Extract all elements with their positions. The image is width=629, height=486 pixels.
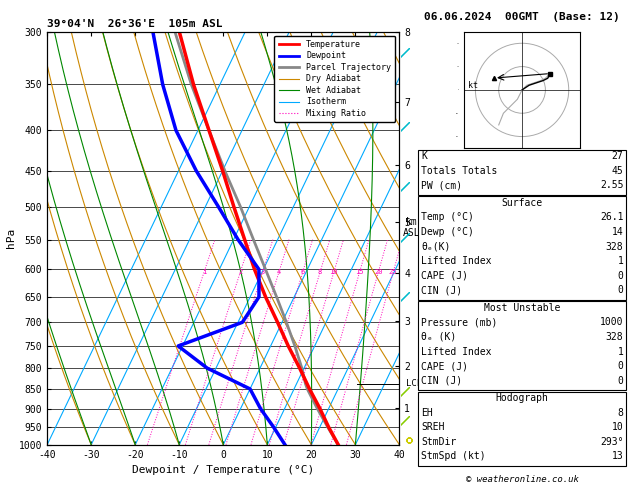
Text: 2: 2 — [238, 269, 242, 275]
Text: 328: 328 — [606, 332, 623, 342]
Text: Surface: Surface — [501, 198, 543, 208]
Text: Lifted Index: Lifted Index — [421, 347, 492, 357]
Text: Lifted Index: Lifted Index — [421, 256, 492, 266]
X-axis label: Dewpoint / Temperature (°C): Dewpoint / Temperature (°C) — [132, 465, 314, 475]
Text: 8: 8 — [618, 408, 623, 418]
Text: Temp (°C): Temp (°C) — [421, 212, 474, 223]
Text: 0: 0 — [618, 271, 623, 281]
Text: SREH: SREH — [421, 422, 445, 433]
Text: 27: 27 — [611, 151, 623, 161]
Text: 328: 328 — [606, 242, 623, 252]
Text: Most Unstable: Most Unstable — [484, 303, 560, 313]
Text: 0: 0 — [618, 285, 623, 295]
Text: 3: 3 — [260, 269, 265, 275]
Text: 8: 8 — [318, 269, 322, 275]
Text: 10: 10 — [330, 269, 338, 275]
Text: Dewp (°C): Dewp (°C) — [421, 227, 474, 237]
Text: PW (cm): PW (cm) — [421, 180, 462, 191]
Text: Pressure (mb): Pressure (mb) — [421, 317, 498, 328]
Text: θₑ (K): θₑ (K) — [421, 332, 457, 342]
Text: kt: kt — [469, 81, 479, 89]
Text: Hodograph: Hodograph — [496, 393, 548, 403]
Text: 1000: 1000 — [600, 317, 623, 328]
Text: 20: 20 — [374, 269, 382, 275]
Text: 39°04'N  26°36'E  105m ASL: 39°04'N 26°36'E 105m ASL — [47, 19, 223, 30]
Y-axis label: km
ASL: km ASL — [403, 217, 420, 238]
Text: Totals Totals: Totals Totals — [421, 166, 498, 176]
Text: 1: 1 — [202, 269, 206, 275]
Text: Mixing Ratio (g/kg): Mixing Ratio (g/kg) — [437, 187, 446, 289]
Text: CIN (J): CIN (J) — [421, 285, 462, 295]
Text: 4: 4 — [277, 269, 281, 275]
Text: 10: 10 — [611, 422, 623, 433]
Text: LCL: LCL — [406, 379, 423, 388]
Text: 1: 1 — [618, 347, 623, 357]
Text: 25: 25 — [389, 269, 398, 275]
Text: 15: 15 — [355, 269, 364, 275]
Text: K: K — [421, 151, 427, 161]
Text: 0: 0 — [618, 361, 623, 371]
Text: 6: 6 — [301, 269, 304, 275]
Text: 0: 0 — [618, 376, 623, 386]
Text: 1: 1 — [618, 256, 623, 266]
Text: © weatheronline.co.uk: © weatheronline.co.uk — [465, 474, 579, 484]
Text: CAPE (J): CAPE (J) — [421, 361, 469, 371]
Text: 13: 13 — [611, 451, 623, 462]
Text: 293°: 293° — [600, 437, 623, 447]
Text: StmSpd (kt): StmSpd (kt) — [421, 451, 486, 462]
Text: 2.55: 2.55 — [600, 180, 623, 191]
Text: 26.1: 26.1 — [600, 212, 623, 223]
Text: 14: 14 — [611, 227, 623, 237]
Text: CAPE (J): CAPE (J) — [421, 271, 469, 281]
Text: StmDir: StmDir — [421, 437, 457, 447]
Text: 06.06.2024  00GMT  (Base: 12): 06.06.2024 00GMT (Base: 12) — [424, 12, 620, 22]
Text: EH: EH — [421, 408, 433, 418]
Text: 45: 45 — [611, 166, 623, 176]
Text: θₑ(K): θₑ(K) — [421, 242, 451, 252]
Text: CIN (J): CIN (J) — [421, 376, 462, 386]
Legend: Temperature, Dewpoint, Parcel Trajectory, Dry Adiabat, Wet Adiabat, Isotherm, Mi: Temperature, Dewpoint, Parcel Trajectory… — [274, 36, 395, 122]
Y-axis label: hPa: hPa — [6, 228, 16, 248]
